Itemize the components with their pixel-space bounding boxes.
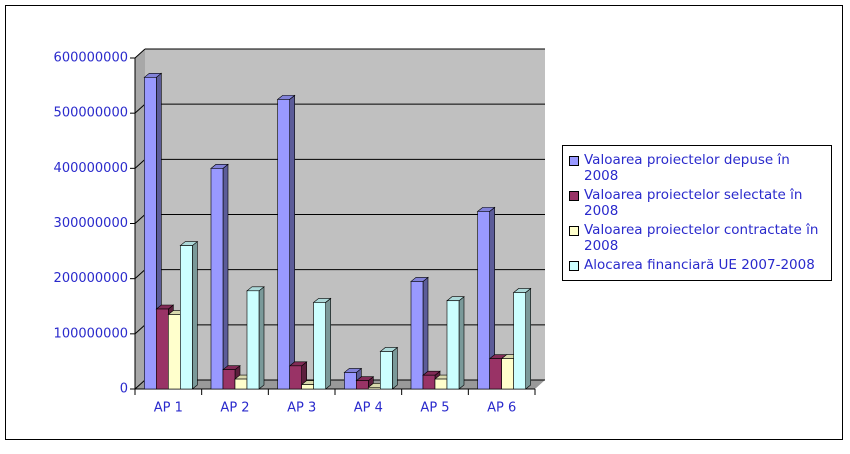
legend-item: Valoarea proiectelor selectate în 2008 — [569, 187, 825, 219]
bar-front — [301, 384, 314, 390]
bar — [276, 94, 296, 390]
legend-label: Valoarea proiectelor selectate în 2008 — [584, 187, 803, 219]
legend-label: Valoarea proiectelor contractate în 2008 — [584, 222, 819, 254]
bar-front — [380, 351, 393, 390]
bar-front — [501, 358, 514, 390]
x-tick-label: AP 3 — [287, 401, 316, 416]
bar-side — [192, 240, 198, 390]
legend-label: Valoarea proiectelor depuse în 2008 — [584, 152, 790, 184]
bar-side — [392, 346, 398, 390]
x-tick-label: AP 5 — [420, 401, 449, 416]
y-tick-label: 200000000 — [54, 271, 128, 286]
bar-front — [156, 308, 169, 390]
legend-swatch — [569, 226, 579, 236]
x-tick-label: AP 1 — [154, 401, 183, 416]
y-tick-label: 500000000 — [54, 106, 128, 121]
y-tick-label: 300000000 — [54, 216, 128, 231]
bar — [379, 346, 399, 390]
bar-front — [180, 245, 193, 390]
legend-item: Valoarea proiectelor depuse în 2008 — [569, 152, 825, 184]
legend-swatch — [569, 156, 579, 166]
legend-swatch — [569, 261, 579, 271]
bar — [312, 297, 332, 390]
bar-front — [434, 378, 448, 390]
bar-front — [246, 290, 260, 390]
bar — [512, 287, 532, 390]
bar-front — [410, 281, 424, 390]
bar-front — [144, 77, 157, 390]
bar — [355, 376, 375, 390]
bar-front — [277, 99, 290, 390]
bar-side — [458, 296, 465, 390]
bar — [179, 240, 199, 390]
legend: Valoarea proiectelor depuse în 2008 Valoa… — [562, 145, 832, 281]
bar — [246, 286, 265, 390]
x-tick-label: AP 2 — [220, 401, 249, 416]
legend-item: Valoarea proiectelor contractate în 2008 — [569, 222, 825, 254]
bar — [210, 163, 229, 390]
bar — [476, 206, 496, 390]
bar-side — [325, 297, 331, 390]
grid-line — [134, 214, 146, 224]
bar-front — [344, 372, 357, 390]
grid-line — [134, 48, 146, 59]
bar-front — [234, 378, 248, 390]
bar-front — [477, 211, 490, 390]
legend-swatch — [569, 191, 579, 201]
y-tick-label: 0 — [120, 382, 128, 397]
bar-front — [313, 302, 326, 390]
chart-border — [5, 5, 843, 440]
grid-line — [134, 269, 146, 280]
bar-side — [222, 163, 229, 390]
grid-line — [134, 158, 146, 169]
bar-front — [289, 365, 302, 390]
bar-side — [525, 287, 531, 390]
legend-label: Alocarea financiară UE 2007-2008 — [584, 257, 815, 273]
y-tick-label: 400000000 — [54, 161, 128, 176]
bar-front — [422, 374, 436, 390]
bar-front — [168, 314, 181, 390]
bar — [446, 296, 465, 390]
bar-front — [356, 380, 369, 390]
bar-front — [222, 369, 236, 390]
grid-line — [134, 379, 146, 390]
bar-front — [368, 387, 381, 390]
legend-item: Alocarea financiară UE 2007-2008 — [569, 257, 825, 273]
bar-front — [446, 300, 460, 390]
bar — [410, 276, 429, 390]
bar-front — [513, 292, 526, 390]
x-tick-label: AP 4 — [354, 401, 383, 416]
y-tick-label: 100000000 — [54, 326, 128, 341]
grid-line — [134, 324, 146, 335]
grid-line — [134, 103, 146, 114]
y-tick-label: 600000000 — [54, 51, 128, 66]
x-tick-label: AP 6 — [487, 401, 516, 416]
bar-side — [289, 94, 295, 390]
bar-front — [210, 168, 224, 390]
bar-side — [258, 286, 265, 390]
bar-front — [489, 358, 502, 390]
